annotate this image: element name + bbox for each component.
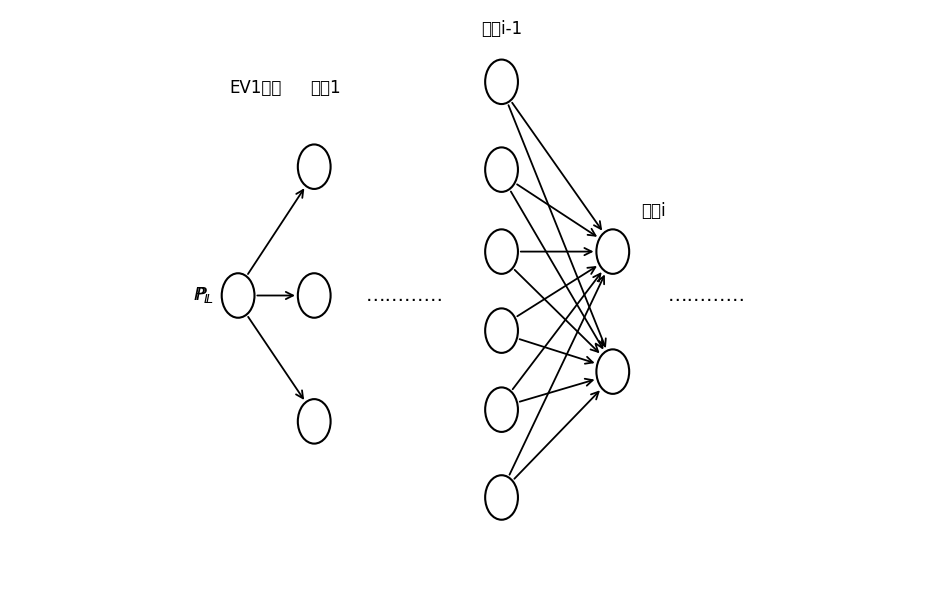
Ellipse shape: [485, 388, 518, 432]
Text: $P_L$: $P_L$: [194, 285, 212, 306]
Ellipse shape: [596, 349, 629, 394]
Ellipse shape: [485, 60, 518, 104]
Text: …………: …………: [366, 286, 444, 305]
Ellipse shape: [298, 273, 331, 318]
Ellipse shape: [485, 475, 518, 519]
Ellipse shape: [298, 144, 331, 189]
Ellipse shape: [485, 309, 518, 353]
Ellipse shape: [298, 399, 331, 444]
Ellipse shape: [596, 229, 629, 274]
Ellipse shape: [485, 229, 518, 274]
Text: 状态i: 状态i: [641, 202, 667, 220]
Ellipse shape: [222, 273, 255, 318]
Text: 状态1: 状态1: [311, 79, 341, 97]
Ellipse shape: [485, 147, 518, 192]
Text: 状态i-1: 状态i-1: [481, 20, 522, 38]
Text: EV1充电: EV1充电: [230, 79, 282, 97]
Text: …………: …………: [667, 286, 745, 305]
Text: $P_L$: $P_L$: [195, 285, 214, 306]
